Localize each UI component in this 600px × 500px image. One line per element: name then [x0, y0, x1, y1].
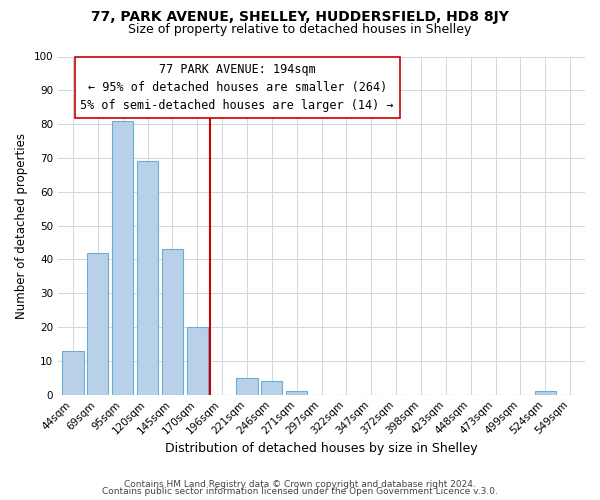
Text: Size of property relative to detached houses in Shelley: Size of property relative to detached ho… — [128, 22, 472, 36]
Text: 77 PARK AVENUE: 194sqm
← 95% of detached houses are smaller (264)
5% of semi-det: 77 PARK AVENUE: 194sqm ← 95% of detached… — [80, 64, 394, 112]
Bar — [62, 351, 83, 395]
Bar — [112, 121, 133, 394]
Bar — [286, 392, 307, 394]
Bar — [137, 162, 158, 394]
Bar — [535, 392, 556, 394]
Bar — [261, 381, 283, 394]
Bar — [187, 327, 208, 394]
Bar — [236, 378, 257, 394]
Text: Contains public sector information licensed under the Open Government Licence v.: Contains public sector information licen… — [102, 487, 498, 496]
X-axis label: Distribution of detached houses by size in Shelley: Distribution of detached houses by size … — [165, 442, 478, 455]
Y-axis label: Number of detached properties: Number of detached properties — [15, 132, 28, 318]
Text: Contains HM Land Registry data © Crown copyright and database right 2024.: Contains HM Land Registry data © Crown c… — [124, 480, 476, 489]
Bar — [162, 250, 183, 394]
Text: 77, PARK AVENUE, SHELLEY, HUDDERSFIELD, HD8 8JY: 77, PARK AVENUE, SHELLEY, HUDDERSFIELD, … — [91, 10, 509, 24]
Bar — [87, 252, 109, 394]
